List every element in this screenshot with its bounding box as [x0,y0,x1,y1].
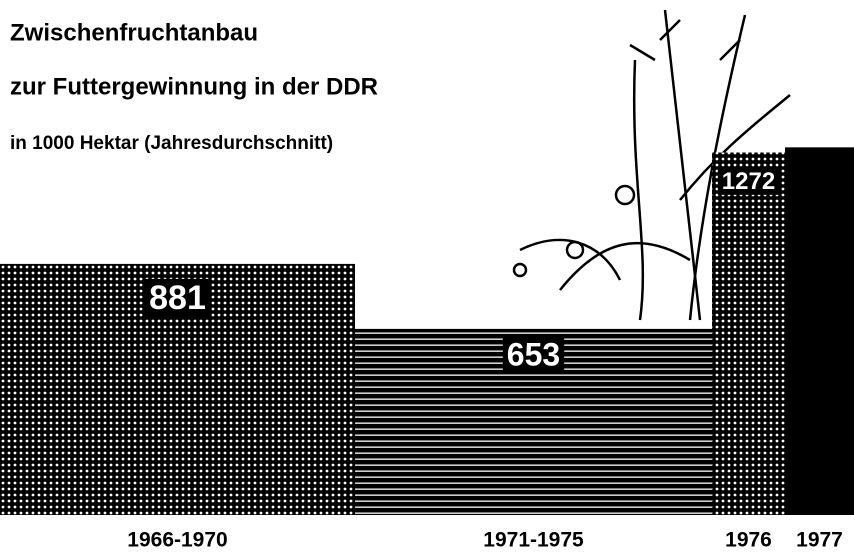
value-label: 1272 [722,168,775,195]
x-tick-label: 1977 [796,529,843,552]
x-tick-label: 1966-1970 [127,529,227,552]
bar [785,147,854,515]
value-label: 881 [149,279,206,317]
y-axis-label: in 1000 Hektar (Jahresdurchschnitt) [10,133,333,154]
chart-title: Zwischenfruchtanbau [10,19,258,46]
bar [712,152,785,515]
chart: Zwischenfruchtanbau zur Futtergewinnung … [0,0,854,555]
x-tick-label: 1976 [725,529,772,552]
value-label: 653 [507,336,560,372]
x-tick-label: 1971-1975 [483,529,584,552]
chart-subtitle: zur Futtergewinnung in der DDR [10,73,378,100]
